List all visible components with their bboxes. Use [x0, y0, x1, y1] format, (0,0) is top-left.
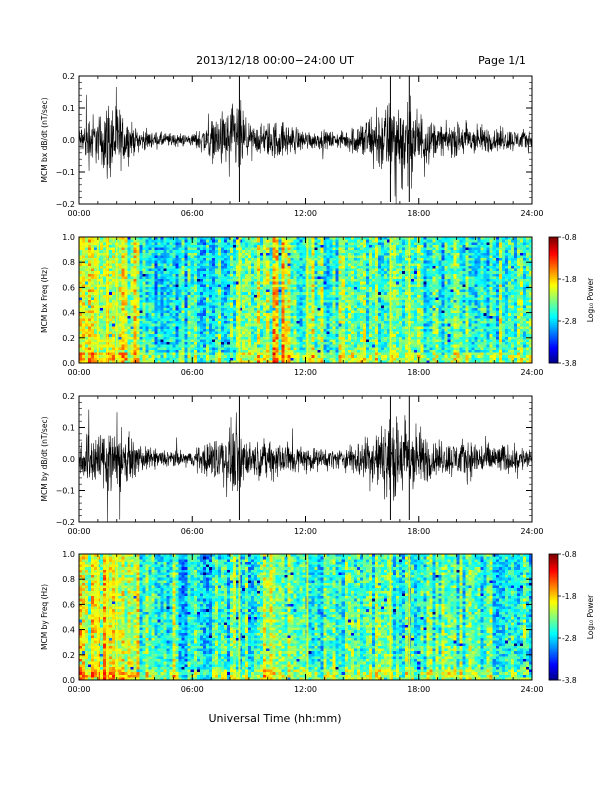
spectrogram-streak: [306, 237, 309, 363]
y-tick-label: 1.0: [62, 233, 75, 242]
heatmap-cells: [79, 237, 533, 364]
spectrogram-streak: [389, 237, 392, 363]
y-tick-label: 0.1: [62, 104, 75, 113]
timeseries-panel: 00:00 06:00 12:00 18:00 24:00 0.2 0.1 0.0 −0.1 −0…: [40, 72, 544, 218]
heatmap-cells: [79, 554, 533, 681]
colorbar-frame: [548, 236, 559, 364]
y-tick-label: 0.4: [62, 309, 75, 318]
colorbar-frame: [548, 553, 559, 681]
y-tick-label: −0.2: [56, 518, 75, 527]
x-tick-label: 00:00: [67, 209, 90, 218]
x-tick-label: 06:00: [181, 527, 204, 536]
x-tick-label: 00:00: [67, 527, 90, 536]
colorbar: -0.8 -1.8 -2.8 -3.8 Log₁₀ Power: [548, 550, 595, 685]
colorbar-tick-label: -2.8: [562, 634, 577, 643]
page-indicator: Page 1/1: [478, 54, 526, 67]
plot-title: 2013/12/18 00:00−24:00 UT: [196, 54, 354, 67]
y-axis-label: MCM by dB/dt (nT/sec): [40, 416, 49, 501]
y-tick-label: 0.0: [62, 676, 75, 685]
spectrogram-streak: [306, 554, 309, 680]
colorbar-label: Log₁₀ Power: [586, 277, 595, 322]
x-tick-label: 00:00: [67, 368, 90, 377]
y-tick-label: 0.0: [62, 136, 75, 145]
x-tick-label: 18:00: [407, 527, 430, 536]
x-tick-label: 18:00: [407, 685, 430, 694]
y-tick-label: 0.2: [62, 651, 75, 660]
spectrogram-streak: [238, 554, 241, 680]
spectrogram-streak: [389, 554, 392, 680]
x-tick-label: 18:00: [407, 209, 430, 218]
colorbar-tick-label: -1.8: [562, 592, 577, 601]
x-tick-label: 18:00: [407, 368, 430, 377]
y-tick-label: 0.8: [62, 575, 75, 584]
y-tick-label: −0.1: [56, 487, 75, 496]
y-tick-label: 0.4: [62, 626, 75, 635]
y-axis-label: MCM bx dB/dt (nT/sec): [40, 97, 49, 182]
spectrogram-streak: [408, 237, 411, 363]
spectrogram-streak: [408, 554, 411, 680]
spectrogram-streak: [115, 554, 118, 680]
x-tick-label: 12:00: [294, 368, 317, 377]
x-tick-label: 12:00: [294, 685, 317, 694]
spectrogram-streak: [106, 237, 109, 363]
spectrogram-streak: [96, 554, 99, 680]
spectrogram-streak: [238, 237, 241, 363]
y-axis-label: MCM by Freq (Hz): [40, 584, 49, 650]
colorbar-label: Log₁₀ Power: [586, 594, 595, 639]
x-tick-label: 24:00: [520, 209, 543, 218]
y-tick-label: 0.1: [62, 424, 75, 433]
colorbar-tick-label: -0.8: [562, 233, 577, 242]
y-tick-label: 0.6: [62, 283, 75, 292]
x-tick-label: 24:00: [520, 368, 543, 377]
data-trace: [78, 409, 533, 523]
x-axis-label: Universal Time (hh:mm): [209, 712, 342, 725]
colorbar-tick-label: -3.8: [562, 676, 577, 685]
y-tick-label: 0.0: [62, 359, 75, 368]
colorbar-tick-label: -3.8: [562, 359, 577, 368]
colorbar-tick-label: -2.8: [562, 317, 577, 326]
y-tick-label: 0.2: [62, 392, 75, 401]
y-tick-label: 1.0: [62, 550, 75, 559]
y-tick-label: 0.0: [62, 455, 75, 464]
x-tick-label: 06:00: [181, 368, 204, 377]
y-axis-label: MCM bx Freq (Hz): [40, 267, 49, 333]
y-tick-label: −0.2: [56, 200, 75, 209]
spectrogram-streak: [115, 237, 118, 363]
y-tick-label: 0.6: [62, 600, 75, 609]
x-tick-label: 00:00: [67, 685, 90, 694]
x-tick-label: 06:00: [181, 209, 204, 218]
y-tick-label: 0.2: [62, 72, 75, 81]
spectrogram-panel: 00:00 06:00 12:00 18:00 24:00 1.0 0.8 0.6 0.4 0.2…: [40, 550, 595, 694]
spectrogram-streak: [96, 237, 99, 363]
spectrogram-panel: 00:00 06:00 12:00 18:00 24:00 1.0 0.8 0.6 0.4 0.2…: [40, 233, 595, 377]
timeseries-panel: 00:00 06:00 12:00 18:00 24:00 0.2 0.1 0.0 −0.1 −0…: [40, 392, 544, 536]
y-tick-label: 0.8: [62, 258, 75, 267]
x-tick-label: 24:00: [520, 527, 543, 536]
y-tick-label: −0.1: [56, 168, 75, 177]
x-tick-label: 06:00: [181, 685, 204, 694]
colorbar-tick-label: -0.8: [562, 550, 577, 559]
spectrogram-streak: [106, 554, 109, 680]
x-tick-label: 24:00: [520, 685, 543, 694]
colorbar-tick-label: -1.8: [562, 275, 577, 284]
y-tick-label: 0.2: [62, 334, 75, 343]
data-trace: [78, 87, 533, 205]
x-tick-label: 12:00: [294, 209, 317, 218]
colorbar: -0.8 -1.8 -2.8 -3.8 Log₁₀ Power: [548, 233, 595, 368]
x-tick-label: 12:00: [294, 527, 317, 536]
